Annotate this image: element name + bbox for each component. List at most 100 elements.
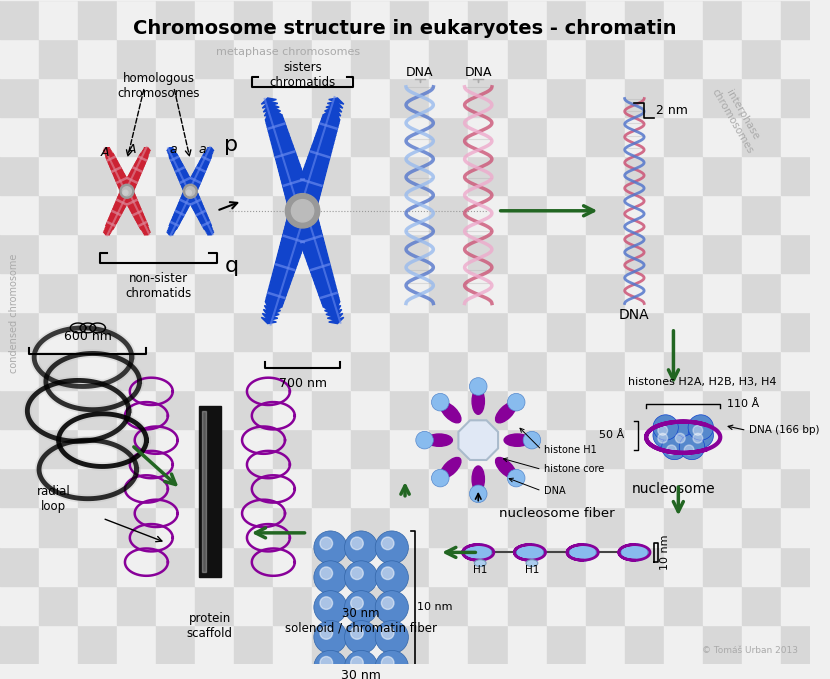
Polygon shape — [103, 148, 110, 151]
Bar — [117, 156, 156, 195]
Bar — [468, 312, 507, 351]
Text: DNA: DNA — [406, 66, 433, 79]
Bar — [39, 312, 78, 351]
Bar — [429, 195, 468, 234]
Bar — [820, 273, 830, 312]
Polygon shape — [280, 242, 302, 253]
Bar — [195, 117, 234, 156]
Polygon shape — [116, 200, 127, 206]
Bar — [273, 273, 312, 312]
Bar — [703, 585, 742, 625]
Polygon shape — [143, 230, 149, 234]
Bar — [586, 156, 625, 195]
Bar — [78, 585, 117, 625]
Polygon shape — [127, 177, 138, 183]
Bar — [625, 273, 664, 312]
Bar — [664, 390, 703, 429]
Polygon shape — [109, 160, 117, 165]
Bar — [117, 39, 156, 78]
Bar — [78, 351, 117, 390]
Bar — [195, 429, 234, 469]
Bar — [429, 625, 468, 663]
Text: 2 nm: 2 nm — [656, 104, 688, 117]
Circle shape — [662, 435, 687, 460]
Polygon shape — [111, 165, 120, 171]
Polygon shape — [135, 162, 144, 168]
Polygon shape — [132, 208, 141, 215]
Bar — [234, 0, 273, 39]
Polygon shape — [204, 225, 212, 230]
Bar — [625, 78, 664, 117]
Bar — [507, 78, 547, 117]
Bar — [156, 469, 195, 507]
Circle shape — [314, 531, 347, 564]
Polygon shape — [270, 130, 289, 140]
Polygon shape — [169, 224, 178, 229]
Bar — [507, 312, 547, 351]
Polygon shape — [141, 227, 149, 231]
Polygon shape — [278, 251, 300, 261]
Polygon shape — [190, 179, 200, 185]
Bar — [664, 273, 703, 312]
Polygon shape — [115, 204, 124, 210]
Bar — [547, 156, 586, 195]
Polygon shape — [170, 223, 178, 227]
Bar — [547, 0, 586, 39]
Bar — [468, 429, 507, 469]
Circle shape — [187, 190, 192, 195]
Bar — [0, 234, 39, 273]
Polygon shape — [168, 227, 176, 231]
Polygon shape — [173, 161, 181, 166]
Circle shape — [381, 567, 394, 580]
Bar — [664, 547, 703, 585]
Circle shape — [470, 378, 487, 395]
Bar — [664, 195, 703, 234]
Bar — [312, 507, 351, 547]
Bar — [39, 585, 78, 625]
Polygon shape — [191, 200, 201, 206]
Bar — [195, 469, 234, 507]
Polygon shape — [265, 306, 281, 313]
Bar — [820, 547, 830, 585]
Polygon shape — [169, 153, 177, 157]
Polygon shape — [178, 174, 188, 180]
Bar — [781, 585, 820, 625]
Circle shape — [344, 621, 378, 654]
Text: radial
loop: radial loop — [37, 485, 71, 513]
Polygon shape — [311, 266, 331, 276]
Polygon shape — [198, 164, 207, 169]
Bar — [625, 585, 664, 625]
Bar — [586, 195, 625, 234]
Circle shape — [344, 561, 378, 594]
Polygon shape — [121, 187, 132, 194]
Bar — [39, 0, 78, 39]
Polygon shape — [299, 231, 322, 242]
Circle shape — [470, 485, 487, 502]
Bar — [664, 0, 703, 39]
Text: sisters
chromatids: sisters chromatids — [270, 62, 335, 90]
Polygon shape — [205, 227, 212, 231]
Polygon shape — [297, 184, 321, 195]
Polygon shape — [191, 177, 201, 183]
Bar — [703, 273, 742, 312]
Polygon shape — [129, 204, 139, 210]
Text: 10 nm: 10 nm — [660, 534, 670, 570]
Bar — [117, 547, 156, 585]
Polygon shape — [201, 158, 209, 163]
Polygon shape — [183, 191, 194, 198]
Bar — [390, 507, 429, 547]
Bar — [312, 78, 351, 117]
Polygon shape — [118, 196, 128, 202]
Polygon shape — [133, 210, 142, 216]
Bar — [390, 351, 429, 390]
Bar — [0, 469, 39, 507]
Bar — [156, 547, 195, 585]
Polygon shape — [312, 270, 333, 280]
Polygon shape — [290, 203, 316, 215]
Bar — [703, 78, 742, 117]
Bar — [507, 0, 547, 39]
Bar — [156, 273, 195, 312]
Polygon shape — [284, 227, 308, 238]
Polygon shape — [204, 153, 212, 157]
Bar — [0, 117, 39, 156]
